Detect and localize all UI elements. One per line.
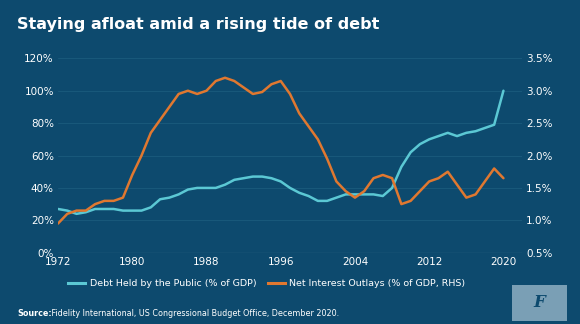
Text: Source:: Source: [17, 309, 52, 318]
Text: F: F [533, 295, 545, 311]
Text: Fidelity International, US Congressional Budget Office, December 2020.: Fidelity International, US Congressional… [49, 309, 339, 318]
Text: Staying afloat amid a rising tide of debt: Staying afloat amid a rising tide of deb… [17, 17, 380, 32]
Legend: Debt Held by the Public (% of GDP), Net Interest Outlays (% of GDP, RHS): Debt Held by the Public (% of GDP), Net … [64, 275, 469, 292]
